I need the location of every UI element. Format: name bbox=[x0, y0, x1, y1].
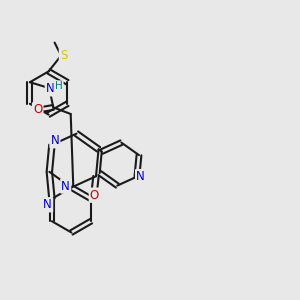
Text: H: H bbox=[55, 81, 63, 92]
Text: O: O bbox=[33, 103, 42, 116]
Text: N: N bbox=[136, 170, 145, 183]
Text: O: O bbox=[90, 189, 99, 202]
Text: S: S bbox=[60, 49, 67, 62]
Text: N: N bbox=[43, 198, 52, 211]
Text: N: N bbox=[50, 134, 59, 147]
Text: N: N bbox=[46, 82, 55, 95]
Text: N: N bbox=[61, 179, 70, 193]
